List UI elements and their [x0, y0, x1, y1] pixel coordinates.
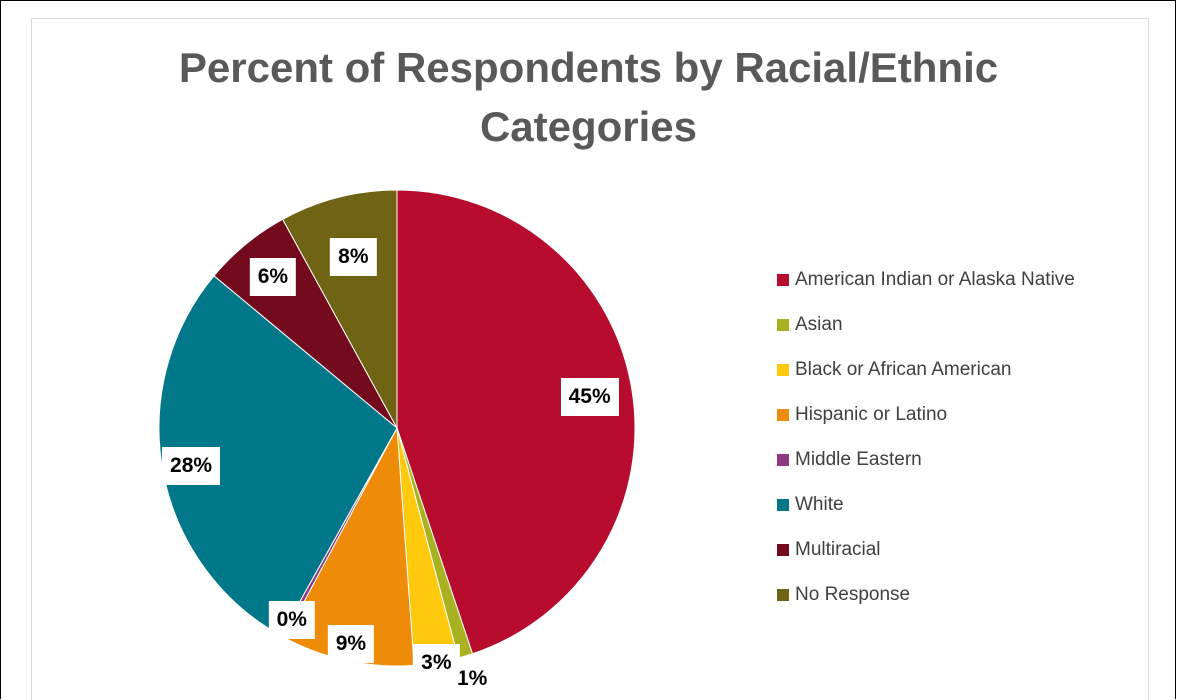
data-label: 0%	[268, 601, 315, 640]
legend-item: No Response	[777, 572, 1075, 617]
legend-label: Hispanic or Latino	[795, 403, 948, 425]
legend-swatch	[777, 318, 789, 331]
legend-label: Multiracial	[795, 538, 881, 560]
pie-slice-american-indian-or-alaska-native	[396, 189, 636, 655]
legend-label: Middle Eastern	[795, 448, 922, 470]
legend-item: American Indian or Alaska Native	[777, 257, 1075, 302]
legend-item: Asian	[777, 302, 1075, 347]
legend-item: Multiracial	[777, 527, 1075, 572]
chart-title-line-1: Percent of Respondents by Racial/Ethnic	[178, 44, 999, 91]
data-label: 9%	[327, 625, 375, 664]
chart-title-line-2: Categories	[479, 103, 698, 150]
legend-label: Asian	[795, 313, 843, 335]
legend-swatch	[777, 543, 789, 556]
legend-label: White	[795, 493, 844, 515]
legend-swatch	[777, 363, 789, 376]
legend-swatch	[777, 408, 789, 421]
legend-swatch	[777, 273, 789, 286]
legend-item: Black or African American	[777, 347, 1075, 392]
legend-swatch	[777, 498, 789, 511]
legend: American Indian or Alaska Native Asian Bla…	[777, 257, 1075, 617]
legend-swatch	[777, 588, 789, 601]
legend-label: American Indian or Alaska Native	[795, 268, 1075, 290]
legend-item: White	[777, 482, 1075, 527]
data-label: 8%	[330, 238, 377, 277]
data-label: 28%	[162, 447, 221, 486]
legend-item: Middle Eastern	[777, 437, 1075, 482]
legend-swatch	[777, 453, 789, 466]
legend-label: Black or African American	[795, 358, 1012, 380]
legend-label: No Response	[795, 583, 911, 605]
data-label: 6%	[249, 258, 297, 297]
data-label: 3%	[413, 643, 460, 682]
chart-title: Percent of Respondents by Racial/Ethnic …	[0, 38, 1177, 156]
data-label: 45%	[560, 377, 619, 416]
legend-item: Hispanic or Latino	[777, 392, 1075, 437]
